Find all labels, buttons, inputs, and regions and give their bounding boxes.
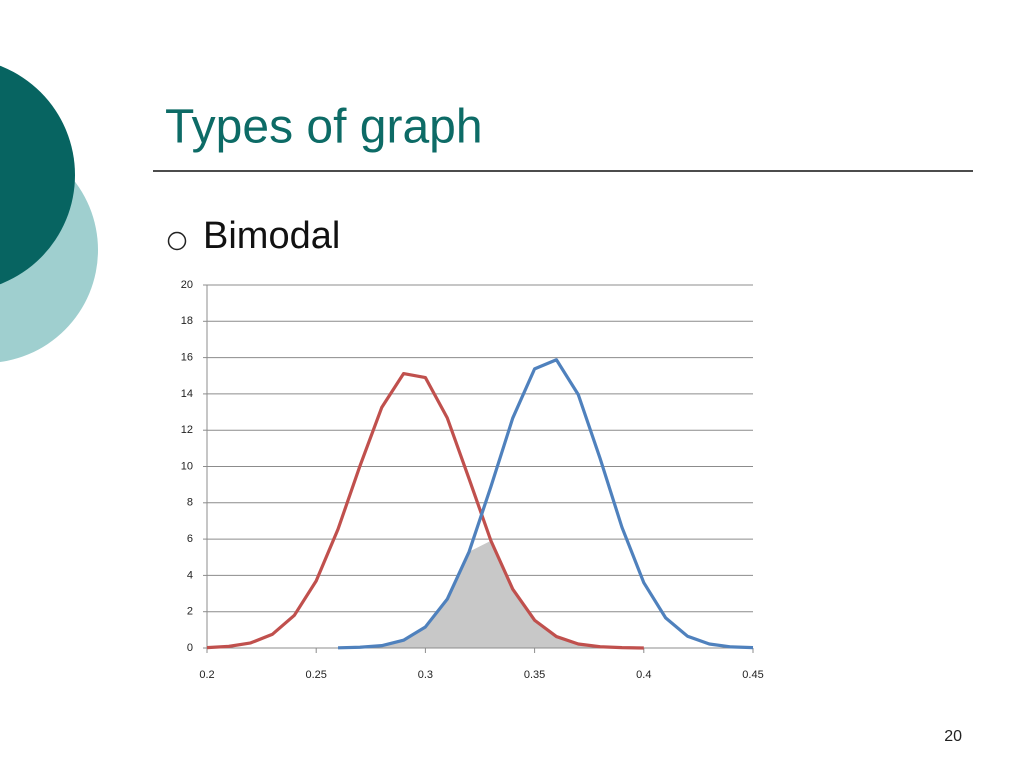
- y-tick-label: 4: [187, 569, 193, 581]
- bullet-marker: [167, 231, 187, 251]
- y-tick-label: 2: [187, 606, 193, 618]
- y-tick-label: 18: [181, 315, 193, 327]
- decor-circle-dark: [0, 65, 75, 285]
- overlap-area: [338, 540, 644, 648]
- y-tick-label: 0: [187, 642, 193, 654]
- page-number: 20: [944, 728, 962, 745]
- x-tick-label: 0.35: [524, 669, 545, 681]
- y-tick-label: 10: [181, 460, 193, 472]
- y-tick-label: 16: [181, 352, 193, 364]
- x-tick-label: 0.4: [636, 669, 651, 681]
- y-tick-label: 14: [181, 388, 193, 400]
- series-line: [206, 371, 644, 650]
- x-tick-label: 0.3: [418, 669, 433, 681]
- x-tick-label: 0.45: [742, 669, 763, 681]
- y-tick-label: 20: [181, 279, 193, 291]
- slide-title: Types of graph: [165, 101, 483, 154]
- y-tick-label: 8: [187, 497, 193, 509]
- y-tick-label: 6: [187, 533, 193, 545]
- series-line: [338, 358, 754, 650]
- x-tick-label: 0.2: [199, 669, 214, 681]
- chart: 0 2 4 6 8 10 12 14 16 18 20 0.2 0.25 0.3 0.35 0.4 0.45: [181, 279, 764, 681]
- bullet-text: Bimodal: [203, 215, 340, 257]
- x-tick-label: 0.25: [305, 669, 326, 681]
- y-tick-label: 12: [181, 424, 193, 436]
